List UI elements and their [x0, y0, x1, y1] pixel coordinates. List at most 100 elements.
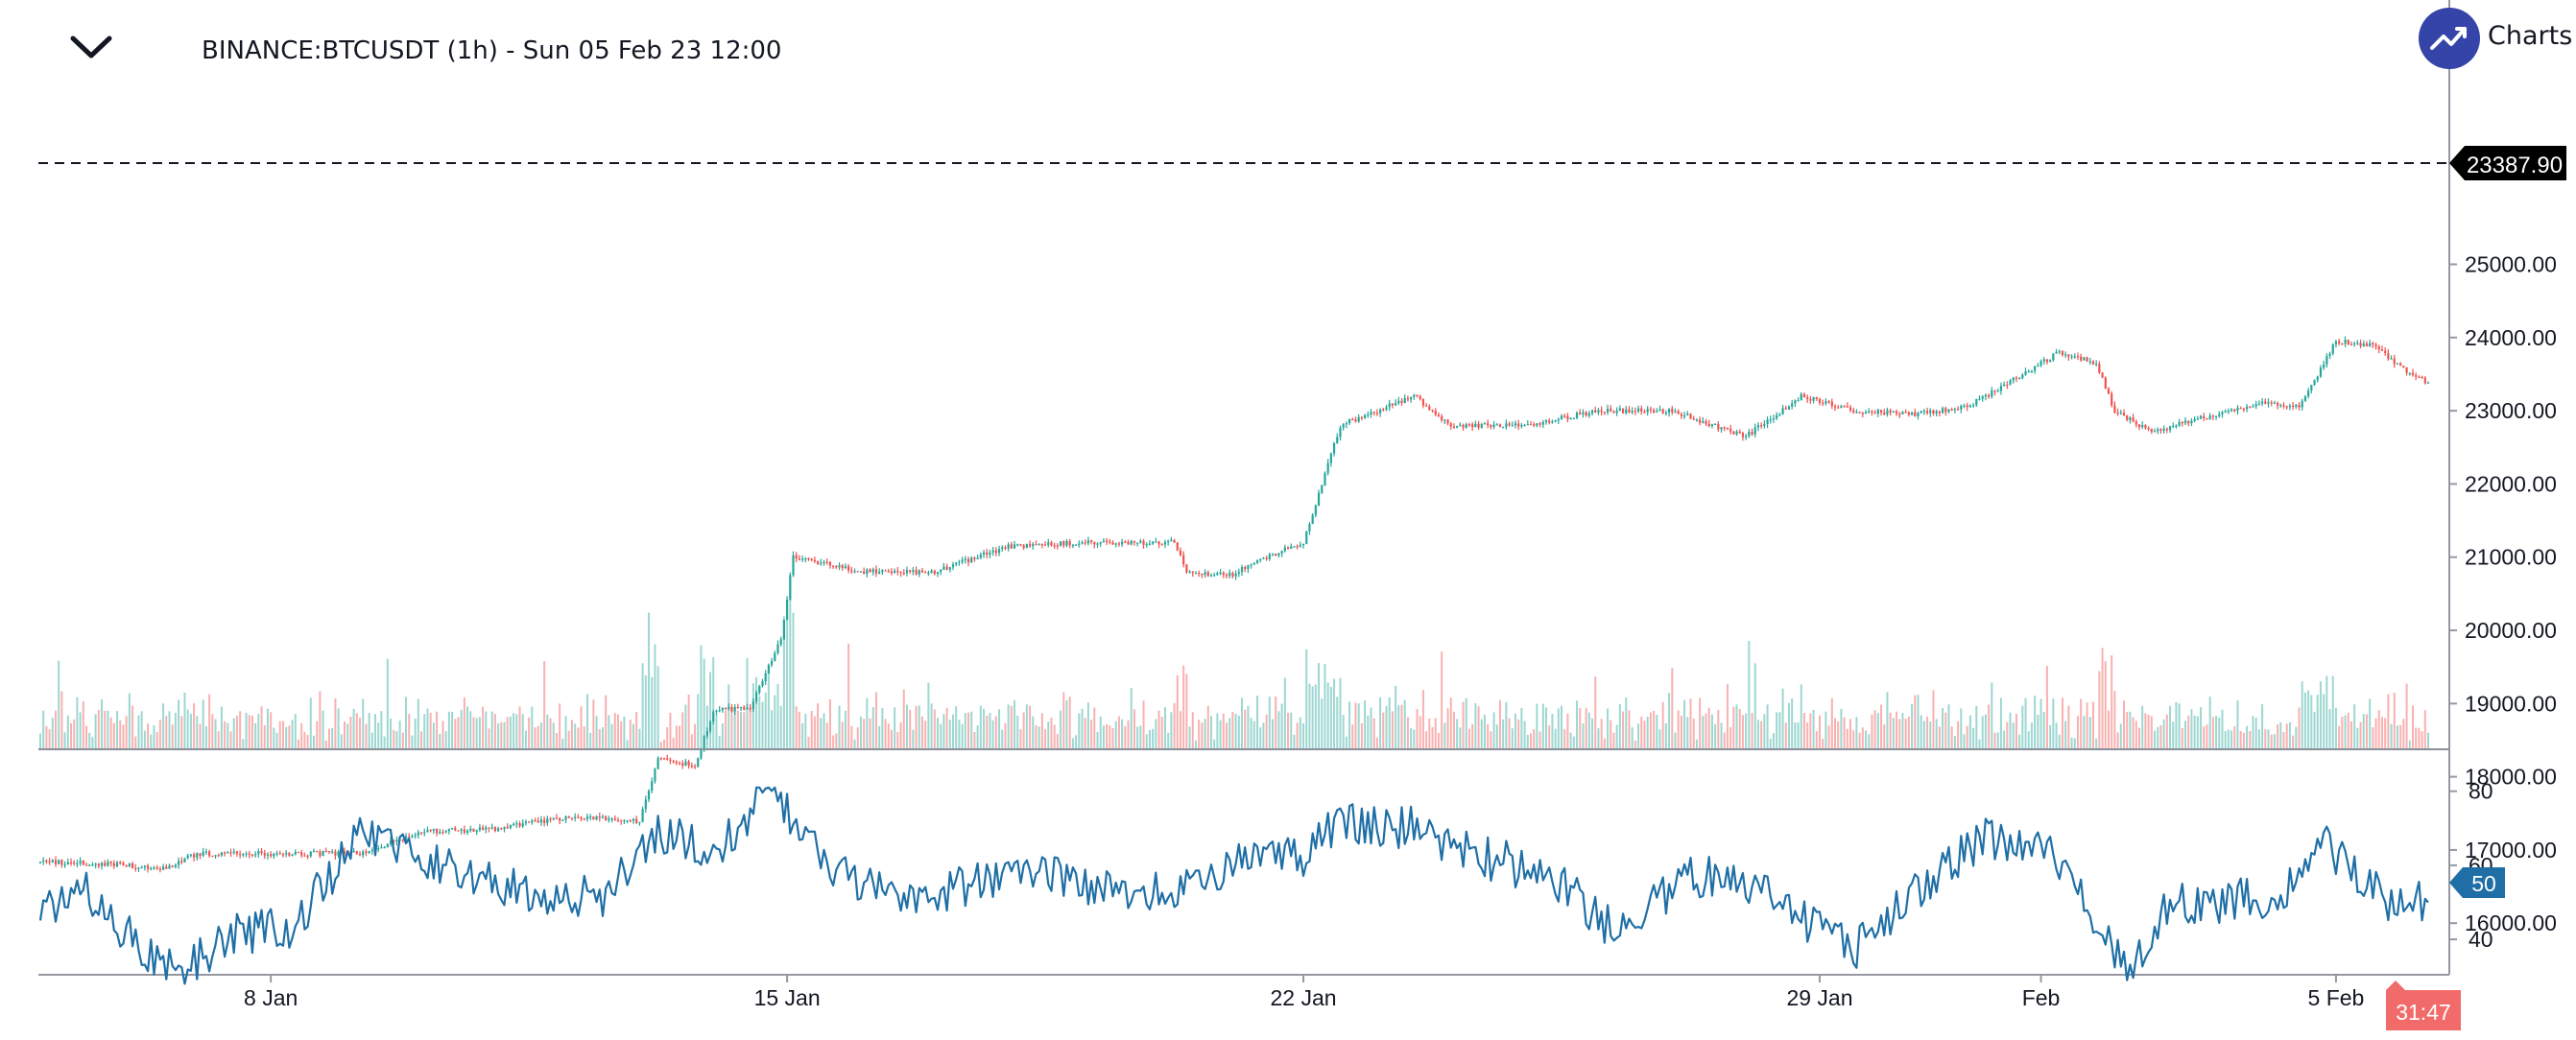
- volume-bar: [1296, 722, 1299, 748]
- candle-body: [1514, 423, 1517, 426]
- volume-bar: [1170, 712, 1173, 748]
- candle-body: [1403, 398, 1406, 403]
- candle-body: [1680, 414, 1682, 416]
- volume-bar: [1060, 710, 1062, 748]
- candle-body: [2295, 405, 2298, 407]
- volume-bar: [832, 735, 835, 748]
- volume-bar: [2285, 723, 2288, 748]
- volume-bar: [1299, 717, 1301, 748]
- candle-body: [1560, 415, 1563, 420]
- volume-bar: [1360, 722, 1363, 748]
- candle-body: [454, 828, 457, 831]
- volume-bar: [1395, 685, 1397, 748]
- volume-bar: [488, 728, 490, 748]
- candle-body: [475, 830, 478, 832]
- candle-body: [751, 701, 754, 710]
- candle-body: [1385, 407, 1388, 410]
- collapse-legend-button[interactable]: [58, 21, 125, 77]
- volume-bar: [1216, 713, 1219, 748]
- candle-body: [1182, 555, 1185, 565]
- candle-body: [250, 854, 254, 856]
- candle-body: [1111, 542, 1114, 545]
- volume-bar: [411, 735, 414, 748]
- volume-bar: [1471, 723, 1474, 748]
- candle-body: [270, 854, 273, 857]
- volume-bar: [1133, 709, 1135, 748]
- volume-bar: [2254, 717, 2257, 748]
- candle-body: [1572, 417, 1575, 419]
- volume-bar: [1618, 703, 1621, 748]
- price-tick-label: 20000.00: [2465, 618, 2557, 643]
- volume-bar: [1776, 712, 1778, 748]
- rsi-tick-label: 40: [2469, 927, 2493, 952]
- brand-text[interactable]: Charts b: [2488, 21, 2576, 51]
- volume-bar: [746, 658, 749, 748]
- price-axis[interactable]: 16000.0017000.0018000.0019000.0020000.00…: [2449, 252, 2557, 936]
- candle-body: [2273, 402, 2276, 405]
- candle-body: [1695, 419, 1699, 421]
- brand-logo-button[interactable]: [2419, 8, 2480, 69]
- volume-bar: [441, 721, 444, 748]
- volume-bar: [1840, 708, 1843, 748]
- volume-bar: [1597, 728, 1600, 748]
- volume-bar: [82, 700, 84, 748]
- candle-body: [380, 847, 383, 849]
- candle-body: [2328, 353, 2331, 357]
- volume-bar: [178, 699, 180, 748]
- time-axis[interactable]: 8 Jan 15 Jan 22 Jan 29 Jan Feb 5 Feb: [244, 975, 2364, 1010]
- candle-body: [426, 830, 429, 833]
- volume-bar: [1536, 703, 1538, 748]
- candle-body: [754, 692, 758, 702]
- candle-body: [235, 851, 239, 854]
- candle-body: [559, 818, 561, 821]
- volume-bar: [2135, 721, 2137, 748]
- candle-body: [1876, 410, 1879, 414]
- candle-body: [1375, 413, 1378, 414]
- volume-bar: [107, 710, 109, 748]
- volume-bar: [909, 709, 912, 748]
- volume-bar: [1053, 724, 1056, 748]
- candle-body: [2162, 428, 2165, 431]
- volume-bar: [1938, 726, 1941, 748]
- candle-body: [312, 851, 316, 853]
- volume-bar: [2073, 738, 2076, 748]
- volume-bar: [1228, 718, 1231, 748]
- candle-body: [1277, 553, 1280, 556]
- candle-body: [204, 851, 208, 853]
- volume-bar: [927, 682, 930, 748]
- volume-bar: [451, 712, 454, 748]
- candle-body: [383, 846, 386, 849]
- candle-body: [786, 599, 789, 620]
- candle-body: [528, 821, 531, 823]
- candle-body: [2408, 372, 2411, 374]
- candle-body: [1078, 543, 1081, 545]
- candle-body: [285, 853, 288, 855]
- candle-body: [1148, 543, 1152, 545]
- candle-body: [1354, 419, 1357, 422]
- candle-body: [1741, 433, 1745, 437]
- volume-bar: [1935, 719, 1938, 748]
- volume-bar: [1806, 722, 1809, 748]
- price-tick-label: 24000.00: [2465, 325, 2557, 350]
- volume-bar: [1324, 663, 1326, 748]
- volume-bar: [2347, 712, 2349, 748]
- volume-bar: [2338, 725, 2341, 748]
- volume-bar: [232, 718, 235, 748]
- candle-body: [368, 851, 370, 854]
- volume-bar: [432, 722, 435, 748]
- volume-bar: [2119, 723, 2122, 748]
- candle-body: [441, 832, 444, 834]
- candle-body: [1370, 412, 1372, 415]
- volume-bar: [2080, 698, 2083, 748]
- candle-body: [1956, 409, 1960, 411]
- candle-body: [1508, 423, 1511, 426]
- candle-body: [1511, 425, 1514, 427]
- volume-bar: [1741, 715, 1744, 748]
- volume-bar: [648, 612, 651, 748]
- volume-bar: [2095, 738, 2098, 748]
- candle-body: [979, 555, 982, 558]
- volume-bar: [546, 714, 549, 748]
- candle-body: [1311, 514, 1314, 525]
- volume-bar: [1548, 725, 1551, 748]
